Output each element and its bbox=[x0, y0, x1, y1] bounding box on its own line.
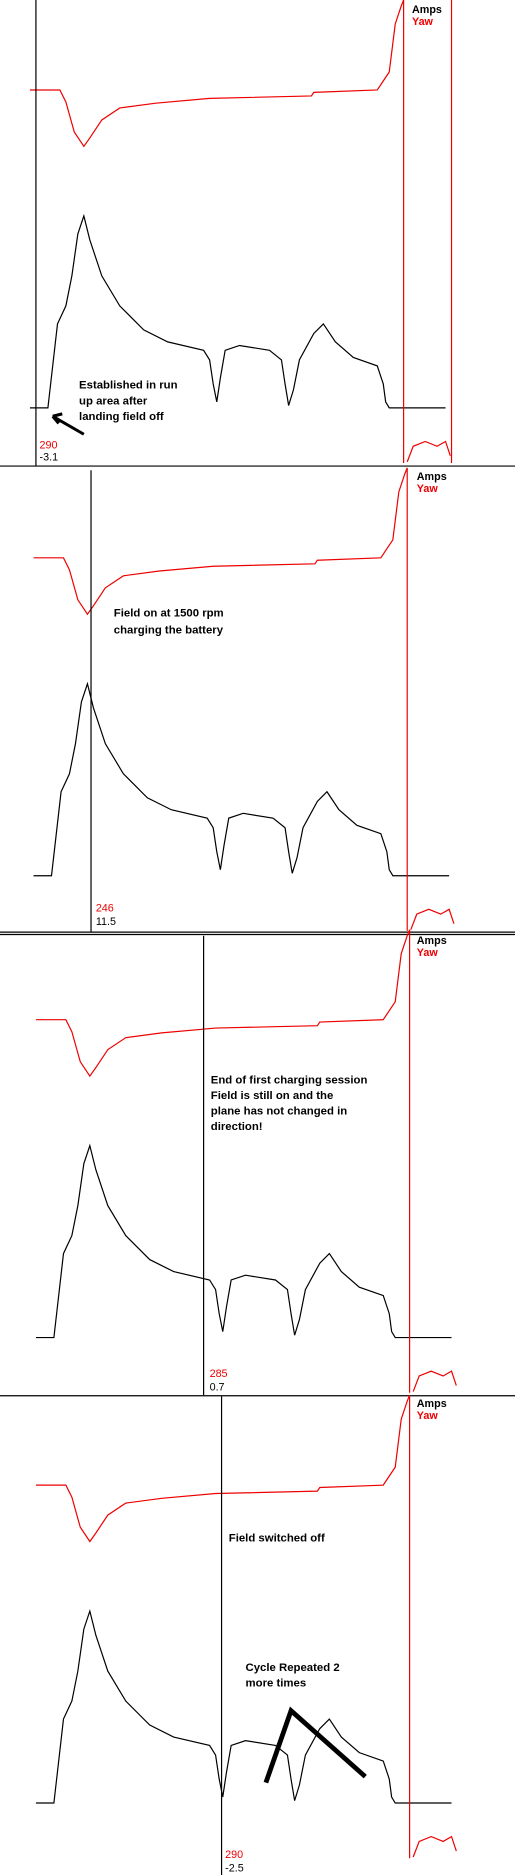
annotation: direction! bbox=[211, 1121, 263, 1133]
legend-amps: Amps bbox=[412, 4, 442, 16]
traces bbox=[29, 0, 451, 464]
panel: Amps Yaw 285 0.7 End of first charging s… bbox=[0, 929, 515, 1397]
panel: Amps Yaw 290 -3.1 Established in run up … bbox=[0, 0, 515, 467]
legend-yaw: Yaw bbox=[417, 947, 439, 959]
legend-amps: Amps bbox=[417, 935, 447, 947]
annotation: plane has not changed in bbox=[211, 1105, 347, 1117]
annotation: Established in run bbox=[79, 380, 178, 392]
legend-amps: Amps bbox=[417, 471, 447, 483]
panel: Amps Yaw 246 11.5 Field on at 1500 rpm c… bbox=[0, 467, 515, 936]
arrow bbox=[51, 412, 85, 436]
traces bbox=[35, 929, 457, 1394]
cursor-value: -2.5 bbox=[225, 1862, 244, 1874]
legend-yaw: Yaw bbox=[412, 16, 434, 28]
annotation: landing field off bbox=[79, 411, 164, 423]
cursor-label: 285 bbox=[210, 1368, 228, 1380]
traces bbox=[32, 467, 455, 932]
annotation: Cycle Repeated 2 bbox=[246, 1662, 340, 1674]
annotation: Field on at 1500 rpm bbox=[114, 608, 224, 620]
legend-yaw: Yaw bbox=[417, 483, 439, 495]
panel: Amps Yaw 290 -2.5 Field switched off Cyc… bbox=[35, 1394, 457, 1875]
cursor-label: 290 bbox=[40, 440, 58, 452]
legend-yaw: Yaw bbox=[417, 1410, 439, 1422]
annotation: End of first charging session bbox=[211, 1074, 368, 1086]
legend-amps: Amps bbox=[417, 1398, 447, 1410]
annotation: up area after bbox=[79, 395, 148, 407]
cursor-value: 11.5 bbox=[96, 916, 116, 928]
annotation: more times bbox=[246, 1678, 307, 1690]
pointer-lines bbox=[263, 1706, 367, 1784]
annotation: Field is still on and the bbox=[211, 1090, 334, 1102]
traces bbox=[35, 1394, 457, 1859]
cursor-label: 246 bbox=[96, 903, 114, 915]
annotation: Field switched off bbox=[229, 1532, 325, 1544]
cursor-label: 290 bbox=[225, 1849, 243, 1861]
cursor-value: 0.7 bbox=[210, 1381, 225, 1393]
cursor-value: -3.1 bbox=[40, 452, 59, 464]
annotation: charging the battery bbox=[114, 624, 224, 636]
